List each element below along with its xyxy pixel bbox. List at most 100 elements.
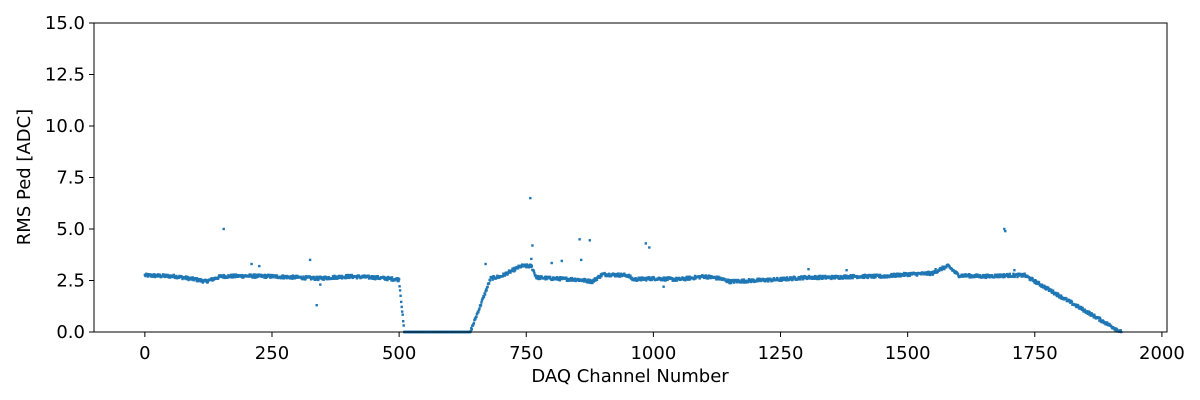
data-point	[477, 308, 481, 311]
data-point	[1074, 303, 1077, 306]
data-point	[373, 275, 376, 278]
data-point	[530, 257, 533, 261]
data-point	[472, 322, 476, 325]
data-point	[928, 273, 932, 277]
data-point	[477, 310, 480, 314]
data-point	[281, 274, 284, 277]
data-point	[663, 276, 666, 279]
data-point	[486, 285, 489, 288]
data-point	[158, 273, 162, 276]
data-point	[765, 279, 768, 282]
data-point	[772, 277, 776, 280]
data-point	[600, 274, 603, 278]
data-point	[591, 281, 594, 285]
data-point	[869, 274, 872, 277]
data-point	[729, 278, 732, 282]
y-tick-label: 7.5	[56, 168, 85, 189]
data-point	[717, 275, 720, 278]
data-point	[232, 273, 235, 276]
data-point	[728, 282, 731, 285]
data-point	[961, 275, 964, 278]
y-tick-label: 15.0	[45, 13, 85, 34]
data-point	[402, 320, 405, 323]
data-point	[749, 280, 753, 284]
data-point	[598, 276, 602, 279]
data-point	[824, 274, 827, 278]
data-point	[484, 262, 487, 266]
data-point	[1013, 269, 1016, 272]
data-point	[603, 271, 606, 275]
data-point	[916, 273, 919, 277]
data-point	[960, 273, 963, 276]
data-point	[336, 276, 340, 280]
data-point	[1045, 285, 1048, 289]
data-point	[829, 276, 833, 279]
data-point	[924, 271, 927, 274]
data-point	[254, 276, 257, 279]
data-point	[930, 270, 934, 274]
data-point	[659, 277, 662, 280]
data-point	[1001, 275, 1004, 279]
data-points	[143, 196, 1123, 334]
data-point	[1007, 275, 1010, 279]
data-point	[223, 276, 226, 280]
data-point	[513, 269, 517, 272]
data-point	[843, 276, 846, 279]
data-point	[566, 279, 569, 282]
data-point	[371, 275, 374, 278]
data-point	[1108, 322, 1111, 326]
data-point	[892, 272, 896, 275]
data-point	[510, 269, 514, 272]
data-point	[664, 279, 667, 282]
data-point	[146, 275, 150, 278]
data-point	[941, 265, 944, 268]
y-tick-label: 10.0	[45, 116, 85, 137]
data-point	[818, 277, 821, 281]
data-point	[849, 274, 852, 277]
data-point	[263, 276, 266, 279]
data-point	[292, 275, 296, 278]
x-tick-label: 1500	[885, 343, 931, 364]
data-point	[836, 275, 840, 278]
data-point	[1091, 313, 1094, 316]
data-point	[1012, 273, 1016, 276]
data-point	[164, 275, 167, 278]
data-point	[623, 272, 626, 275]
data-point	[845, 274, 848, 277]
data-point	[191, 276, 194, 279]
data-point	[545, 277, 548, 281]
y-axis-label: RMS Ped [ADC]	[14, 109, 35, 245]
data-point	[1022, 275, 1026, 278]
data-point	[534, 273, 537, 277]
y-tick-label: 2.5	[56, 271, 85, 292]
data-point	[290, 276, 293, 279]
data-point	[250, 273, 253, 276]
data-point	[822, 277, 825, 280]
data-point	[275, 274, 279, 277]
x-tick-label: 750	[509, 343, 543, 364]
x-axis-label: DAQ Channel Number	[531, 366, 729, 387]
data-point	[841, 277, 845, 280]
data-point	[536, 276, 539, 279]
data-point	[560, 277, 563, 281]
data-point	[733, 281, 736, 284]
data-point	[943, 267, 946, 271]
data-point	[702, 274, 705, 278]
y-axis: 0.0 2.5 5.0 7.5 10.0 12.5 15.0	[45, 13, 94, 343]
data-point	[638, 276, 641, 279]
x-tick-label: 1750	[1012, 343, 1058, 364]
data-point	[1003, 227, 1006, 231]
data-point	[648, 246, 651, 249]
data-point	[647, 276, 650, 279]
data-point	[196, 277, 199, 280]
data-point	[321, 276, 324, 279]
data-point	[767, 280, 770, 283]
data-point	[540, 275, 544, 279]
x-tick-label: 250	[255, 343, 289, 364]
data-point	[607, 272, 611, 275]
data-point	[488, 279, 492, 282]
data-point	[708, 274, 711, 278]
data-point	[362, 276, 365, 279]
data-point	[940, 268, 943, 272]
data-point	[222, 227, 225, 231]
